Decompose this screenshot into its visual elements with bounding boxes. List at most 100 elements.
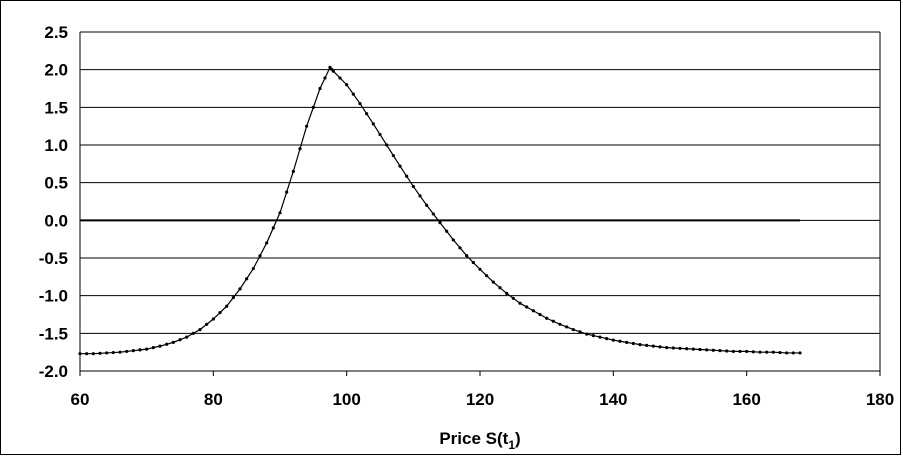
data-point (791, 351, 795, 355)
data-point (98, 351, 102, 355)
data-point (105, 351, 109, 355)
data-point (371, 122, 375, 126)
x-axis-label-main: Price S(t (439, 429, 508, 448)
data-point (698, 347, 702, 352)
data-point (551, 319, 555, 323)
data-point (378, 132, 382, 137)
data-point (711, 348, 715, 352)
y-tick-label: -1.0 (39, 287, 68, 306)
data-point (685, 347, 689, 351)
data-point (331, 69, 335, 73)
data-point (531, 309, 535, 313)
data-point (338, 76, 342, 80)
y-tick-label: 1.5 (44, 98, 68, 117)
data-point (645, 343, 649, 347)
data-point (558, 322, 562, 326)
data-point (178, 338, 182, 342)
data-point (151, 346, 155, 350)
data-point (758, 350, 762, 354)
data-point (505, 291, 509, 296)
y-tick-label: 2.0 (44, 61, 68, 80)
data-point (465, 254, 469, 258)
data-point (798, 351, 802, 355)
data-point (431, 212, 435, 216)
y-tick-label: -2.0 (39, 362, 68, 381)
data-point (425, 203, 429, 207)
data-point (538, 312, 542, 317)
x-tick-label: 160 (732, 390, 760, 409)
data-point (678, 346, 682, 350)
data-point (691, 347, 695, 351)
data-point (578, 330, 582, 334)
series-group (78, 65, 802, 356)
data-point (591, 333, 595, 338)
data-point (631, 341, 635, 346)
data-point (311, 105, 315, 109)
x-axis-label-subscript: 1 (508, 438, 515, 452)
data-point (345, 83, 349, 87)
data-point (545, 316, 549, 320)
data-point (478, 267, 482, 271)
data-point (78, 352, 82, 356)
data-point (738, 349, 742, 354)
data-point (571, 327, 575, 332)
data-point (191, 331, 195, 335)
data-point (131, 349, 135, 353)
data-point (618, 339, 622, 343)
data-point (511, 296, 515, 300)
data-point (211, 317, 215, 321)
x-tick-label: 140 (599, 390, 627, 409)
series-line (80, 66, 800, 355)
plot-area (79, 32, 881, 371)
data-point (238, 287, 242, 291)
data-point (605, 337, 609, 341)
data-point (391, 153, 395, 158)
data-point (491, 280, 495, 284)
x-tick-label: 60 (71, 390, 90, 409)
x-tick-label: 180 (866, 390, 894, 409)
data-point (671, 346, 675, 350)
data-point (445, 229, 449, 233)
data-point (318, 86, 322, 91)
data-point (705, 348, 709, 352)
data-point (751, 350, 755, 354)
data-point (611, 338, 615, 342)
data-point (565, 325, 569, 329)
data-point (231, 295, 235, 300)
data-point (518, 301, 522, 305)
data-point (658, 345, 662, 349)
data-point (251, 266, 255, 271)
data-point (265, 241, 269, 245)
y-tick-label: -0.5 (39, 249, 68, 268)
data-point (138, 348, 142, 352)
data-point (85, 352, 89, 356)
data-point (665, 346, 669, 350)
data-point (498, 286, 502, 290)
data-point (718, 349, 722, 353)
data-point (225, 304, 229, 308)
data-point (785, 351, 789, 355)
data-point (638, 343, 642, 347)
data-point (598, 335, 602, 339)
data-point (118, 350, 122, 354)
data-point (278, 211, 282, 215)
data-point (438, 220, 442, 225)
data-point (358, 101, 362, 106)
data-point (185, 335, 189, 339)
data-point (765, 350, 769, 354)
data-point (125, 349, 129, 354)
gridlines (80, 31, 880, 372)
data-point (458, 246, 462, 250)
data-point (585, 332, 589, 336)
data-point (778, 350, 782, 355)
data-point (158, 344, 162, 348)
data-point (91, 352, 95, 356)
data-point (218, 311, 222, 315)
data-point (205, 322, 209, 326)
data-point (745, 349, 749, 354)
data-point (725, 349, 729, 353)
data-point (625, 340, 629, 344)
data-point (351, 92, 355, 96)
x-axis-label: Price S(t1) (439, 429, 520, 452)
